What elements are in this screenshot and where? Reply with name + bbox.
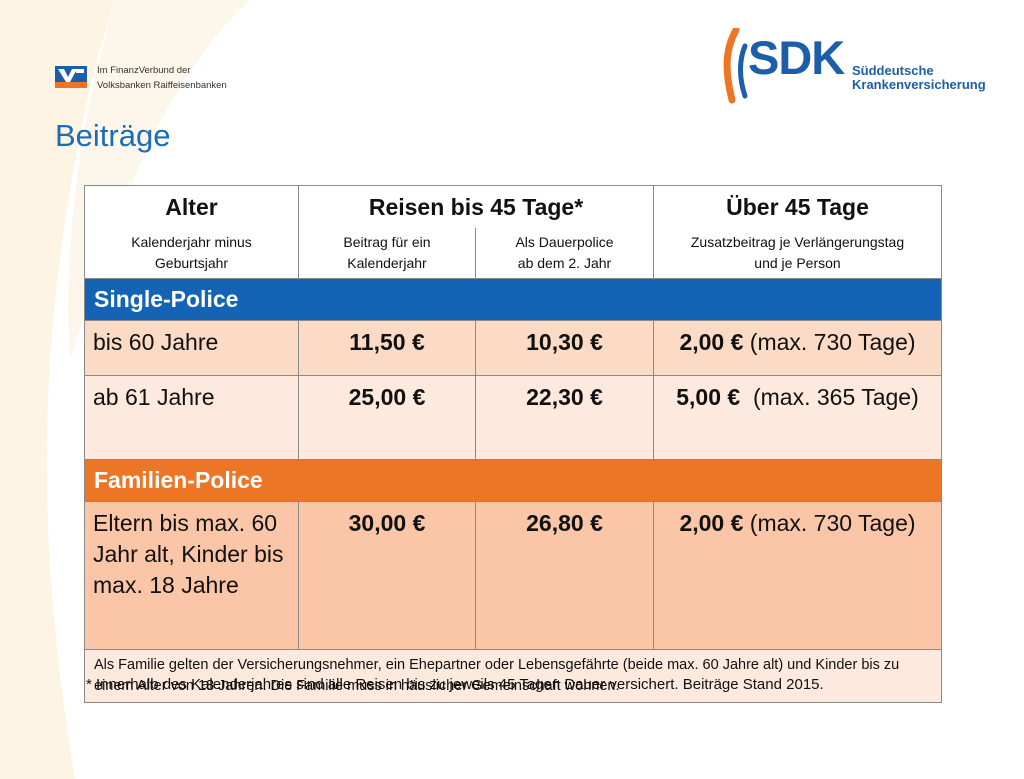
- fee-table: Alter Reisen bis 45 Tage* Über 45 Tage K…: [84, 185, 942, 703]
- table-row: bis 60 Jahre 11,50 € 10,30 € 2,00 € (max…: [84, 320, 942, 376]
- row-extra-fee: 2,00 € (max. 730 Tage): [653, 320, 942, 376]
- vr-line-1: Im FinanzVerbund der: [97, 65, 191, 76]
- sdk-subtitle: Süddeutsche Krankenversicherung: [852, 64, 986, 92]
- footnote: * Innerhalb des Kalenderjahres sind alle…: [86, 676, 824, 693]
- extra-amount: 2,00 €: [679, 510, 744, 536]
- sdk-sub-line-1: Süddeutsche: [852, 63, 934, 78]
- row-year-fee: 30,00 €: [298, 501, 476, 650]
- extra-note: (max. 730 Tage): [749, 329, 916, 355]
- extra-note: (max. 365 Tage): [752, 384, 919, 410]
- subheader-year: Beitrag für ein Kalenderjahr: [298, 228, 476, 279]
- sdk-wordmark: SDK: [748, 31, 845, 84]
- header-trips: Reisen bis 45 Tage*: [298, 185, 654, 228]
- sdk-logo-mark: [723, 28, 748, 104]
- family-note: Als Familie gelten der Versicherungsnehm…: [84, 649, 942, 703]
- subheader-age-line-2: Geburtsjahr: [154, 255, 229, 271]
- section-single-police: Single-Police: [84, 278, 942, 321]
- header-over: Über 45 Tage: [653, 185, 942, 228]
- subheader-extra-line-1: Zusatzbeitrag je Verlängerungstag: [690, 234, 905, 250]
- vr-line-2: Volksbanken Raiffeisenbanken: [97, 80, 227, 91]
- row-perm-fee: 10,30 €: [475, 320, 654, 376]
- row-perm-fee: 22,30 €: [475, 375, 654, 460]
- row-age: ab 61 Jahre: [84, 375, 299, 460]
- sdk-sub-line-2: Krankenversicherung: [852, 77, 986, 92]
- row-extra-fee: 5,00 € (max. 365 Tage): [653, 375, 942, 460]
- row-year-fee: 25,00 €: [298, 375, 476, 460]
- subheader-year-line-2: Kalenderjahr: [347, 255, 427, 271]
- row-age: Eltern bis max. 60 Jahr alt, Kinder bis …: [84, 501, 299, 650]
- extra-note: (max. 730 Tage): [749, 510, 916, 536]
- subheader-perm: Als Dauerpolice ab dem 2. Jahr: [475, 228, 654, 279]
- subheader-age-line-1: Kalenderjahr minus: [131, 234, 252, 250]
- vr-bank-text: Im FinanzVerbund der Volksbanken Raiffei…: [97, 63, 227, 93]
- subheader-extra: Zusatzbeitrag je Verlängerungstag und je…: [653, 228, 942, 279]
- table-row: ab 61 Jahre 25,00 € 22,30 € 5,00 € (max.…: [84, 375, 942, 460]
- page-title: Beiträge: [55, 118, 171, 153]
- subheader-year-line-1: Beitrag für ein: [343, 234, 431, 250]
- extra-amount: 2,00 €: [679, 329, 744, 355]
- section-family-police: Familien-Police: [84, 459, 942, 502]
- header-age: Alter: [84, 185, 299, 228]
- table-row: Eltern bis max. 60 Jahr alt, Kinder bis …: [84, 501, 942, 650]
- subheader-perm-line-1: Als Dauerpolice: [515, 234, 614, 250]
- row-year-fee: 11,50 €: [298, 320, 476, 376]
- subheader-perm-line-2: ab dem 2. Jahr: [517, 255, 612, 271]
- subheader-age: Kalenderjahr minus Geburtsjahr: [84, 228, 299, 279]
- row-perm-fee: 26,80 €: [475, 501, 654, 650]
- vr-bank-logo: [55, 66, 87, 88]
- row-age: bis 60 Jahre: [84, 320, 299, 376]
- subheader-extra-line-2: und je Person: [754, 255, 841, 271]
- extra-amount: 5,00 €: [676, 384, 741, 410]
- row-extra-fee: 2,00 € (max. 730 Tage): [653, 501, 942, 650]
